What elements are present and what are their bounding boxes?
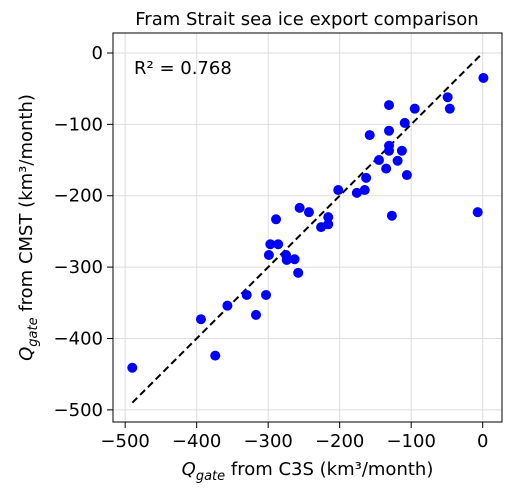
axis-label-text: from CMST (km³/month) <box>16 94 37 317</box>
point <box>444 103 455 114</box>
axis-label-subscript: gate <box>26 317 41 346</box>
point <box>294 202 305 213</box>
point <box>271 214 282 225</box>
y-tick-label: 0 <box>92 43 103 64</box>
y-tick-label: −300 <box>54 257 103 278</box>
point <box>392 155 403 166</box>
y-tick-label: −200 <box>54 186 103 207</box>
point <box>210 350 221 361</box>
point <box>364 130 375 141</box>
point <box>293 267 304 278</box>
point <box>384 145 395 156</box>
x-tick-label: −200 <box>315 431 364 452</box>
y-tick-label: −100 <box>54 114 103 135</box>
point <box>381 163 392 174</box>
point <box>281 254 292 265</box>
point <box>472 207 483 218</box>
axis-label: Qgate from CMST (km³/month) <box>16 94 41 361</box>
point <box>289 254 300 265</box>
point <box>351 187 362 198</box>
point <box>195 314 206 325</box>
plot-frame <box>112 32 503 423</box>
chart-title: Fram Strait sea ice export comparison <box>135 9 478 30</box>
point <box>323 212 334 223</box>
axis-label-symbol: Q <box>16 347 37 361</box>
point <box>251 309 262 320</box>
x-tick-label: −300 <box>243 431 292 452</box>
point <box>401 170 412 181</box>
point <box>241 289 252 300</box>
point <box>303 207 314 218</box>
axis-label-symbol: Q <box>182 459 196 480</box>
reference-line <box>131 52 484 404</box>
point <box>478 72 489 83</box>
point <box>359 185 370 196</box>
point <box>265 239 276 250</box>
point <box>386 210 397 221</box>
y-tick-label: −400 <box>54 328 103 349</box>
point <box>399 117 410 128</box>
x-tick-label: 0 <box>477 431 488 452</box>
point <box>442 92 453 103</box>
x-tick-label: −100 <box>386 431 435 452</box>
annotation: R² = 0.768 <box>134 58 232 79</box>
point <box>409 103 420 114</box>
point <box>127 362 138 373</box>
point <box>384 125 395 136</box>
x-tick-label: −500 <box>100 431 149 452</box>
y-tick-label: −500 <box>54 400 103 421</box>
point <box>333 185 344 196</box>
axis-label-text: from C3S (km³/month) <box>225 459 433 480</box>
point <box>323 219 334 230</box>
point <box>396 145 407 156</box>
point <box>361 172 372 183</box>
point <box>374 155 385 166</box>
x-tick-label: −400 <box>172 431 221 452</box>
point <box>263 249 274 260</box>
axis-label: Qgate from C3S (km³/month) <box>182 459 434 484</box>
point <box>384 100 395 111</box>
point <box>261 289 272 300</box>
axis-label-subscript: gate <box>196 469 225 484</box>
point <box>273 239 284 250</box>
point <box>222 300 233 311</box>
